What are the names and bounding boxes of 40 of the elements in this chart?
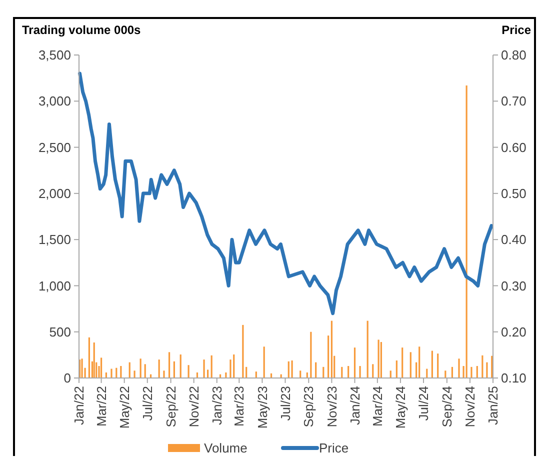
x-tick-label: Jan/23 — [209, 386, 224, 426]
y-tick-label: 3,000 — [38, 94, 71, 109]
x-tick-label: Jul/23 — [278, 386, 293, 421]
x-tick-label: Jan/24 — [347, 386, 362, 426]
y2-tick-label: 0.10 — [501, 370, 526, 386]
y2-tick-label: 0.60 — [501, 140, 526, 155]
y-tick-label: 2,000 — [38, 186, 71, 201]
legend-label: Price — [319, 440, 349, 456]
y2-tick-label: 0.80 — [501, 48, 526, 63]
y2-tick-label: 0.30 — [501, 278, 526, 294]
y-axis-title: Trading volume 000s — [22, 23, 142, 37]
x-tick-label: Sep/23 — [301, 386, 316, 428]
y-tick-label: 3,500 — [38, 48, 71, 63]
y2-tick-label: 0.50 — [501, 186, 526, 201]
y-tick-label: 500 — [49, 324, 71, 340]
y-tick-label: 0 — [64, 370, 71, 386]
x-tick-label: Jan/25 — [486, 386, 501, 426]
x-tick-label: Jan/22 — [72, 386, 87, 426]
y2-tick-label: 0.70 — [501, 94, 526, 109]
x-tick-label: May/24 — [393, 386, 408, 429]
y2-tick-label: 0.20 — [501, 324, 526, 340]
x-tick-label: Mar/24 — [370, 386, 385, 426]
x-tick-label: Jul/24 — [416, 386, 432, 421]
x-tick-label: May/23 — [254, 386, 270, 429]
x-tick-label: Mar/23 — [232, 386, 247, 426]
x-tick-label: Jul/22 — [140, 386, 155, 421]
legend-label: Volume — [204, 440, 248, 456]
x-tick-label: Nov/23 — [324, 386, 340, 428]
y2-tick-label: 0.40 — [501, 232, 526, 248]
y2-axis-title: Price — [502, 23, 532, 37]
y-tick-label: 2,500 — [38, 140, 71, 155]
x-tick-label: Nov/24 — [462, 386, 478, 428]
x-tick-label: Sep/24 — [439, 386, 454, 428]
x-tick-label: Nov/22 — [186, 386, 202, 428]
line-series — [78, 72, 494, 316]
y-tick-label: 1,000 — [38, 278, 71, 294]
x-tick-label: Mar/22 — [94, 386, 109, 426]
x-tick-label: Sep/22 — [163, 386, 178, 428]
y-tick-label: 1,500 — [38, 232, 71, 248]
x-tick-label: May/22 — [116, 386, 132, 429]
